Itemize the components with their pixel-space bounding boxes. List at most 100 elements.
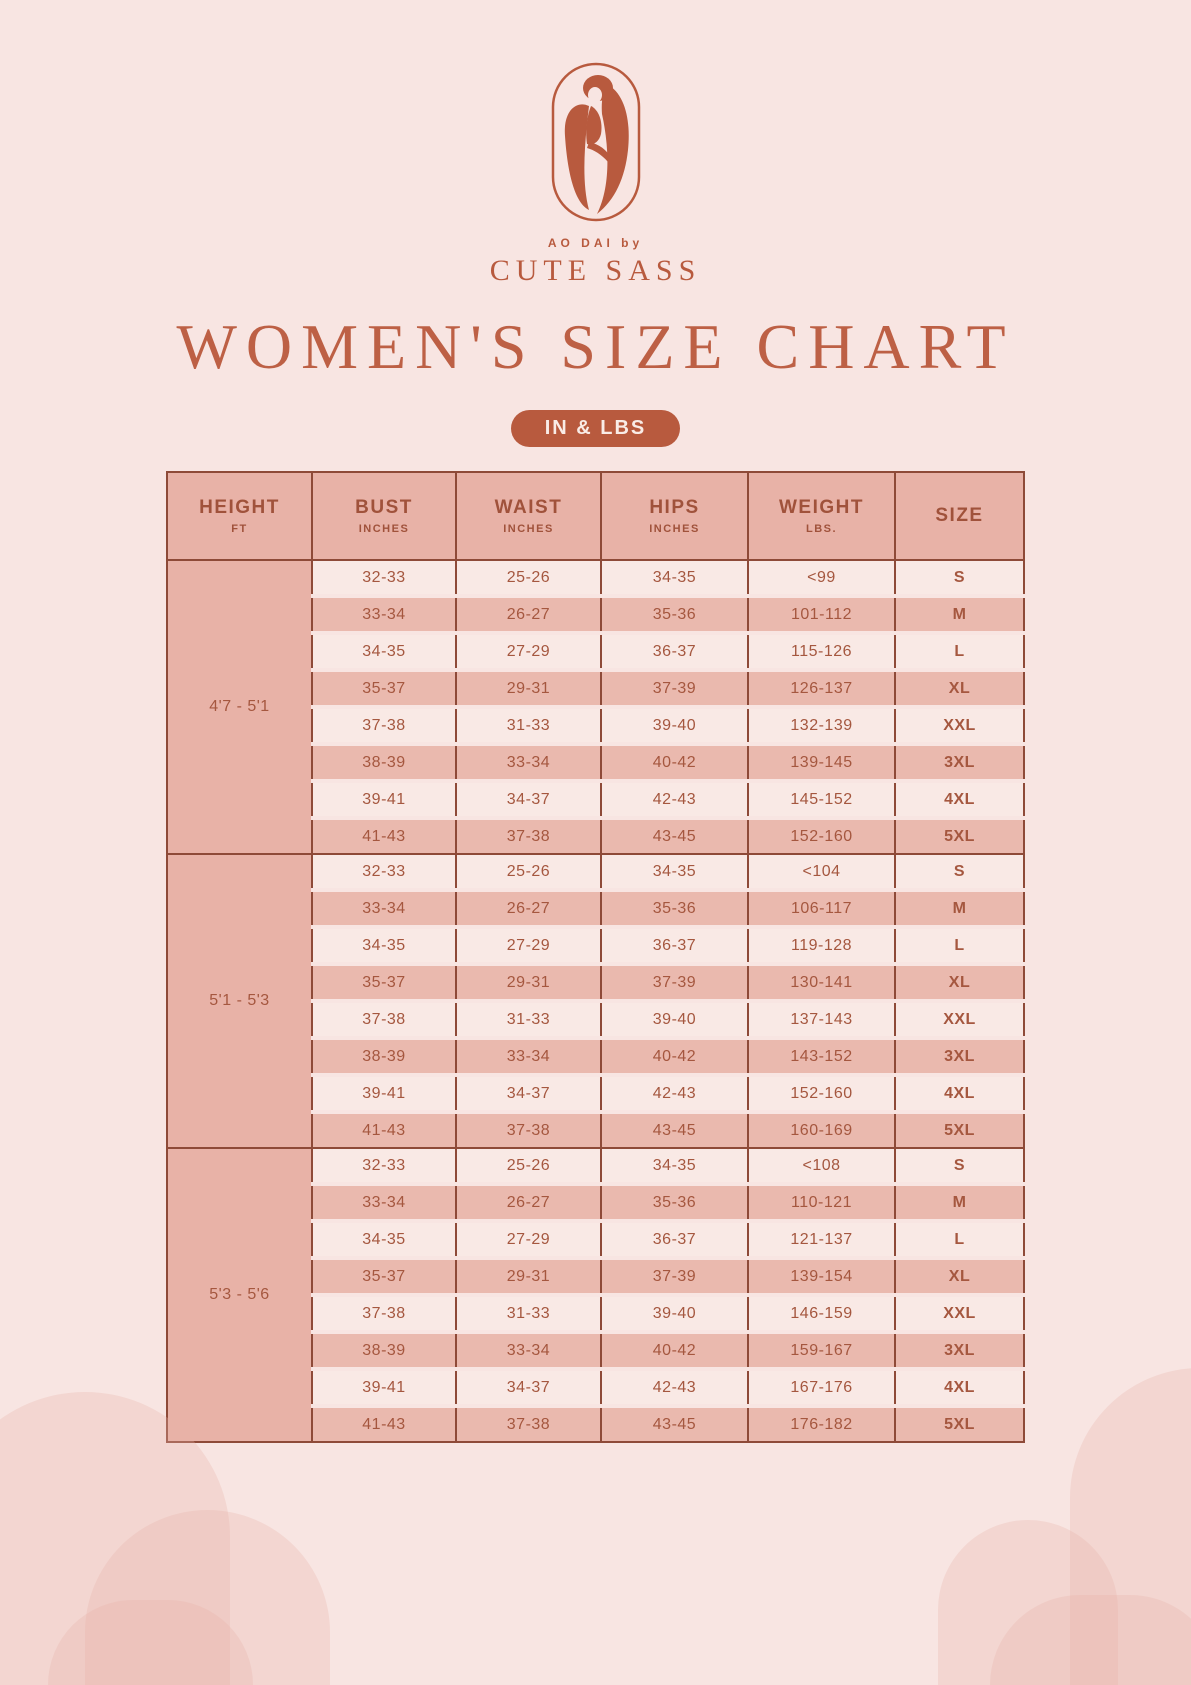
- size-cell: XL: [894, 1256, 1025, 1295]
- waist-cell: 37-38: [455, 816, 602, 854]
- size-cell: XL: [894, 962, 1025, 1001]
- table-row: 4'7 - 5'1 32-33 25-26 34-35 <99 S: [166, 559, 1025, 855]
- bust-cell: 41-43: [311, 1404, 457, 1443]
- waist-cell: 29-31: [455, 962, 602, 1001]
- bust-cell: 39-41: [311, 1073, 457, 1112]
- table-row: 39-41 34-37 42-43 152-160 4XL: [167, 1073, 1025, 1112]
- bust-cell: 37-38: [311, 999, 457, 1038]
- hips-cell: 34-35: [600, 1147, 749, 1184]
- column-label: SIZE: [935, 505, 984, 526]
- waist-cell: 31-33: [455, 705, 602, 744]
- table-row: 34-35 27-29 36-37 119-128 L: [167, 925, 1025, 964]
- bust-cell: 38-39: [311, 1036, 457, 1075]
- weight-cell: <108: [747, 1147, 896, 1184]
- waist-cell: 26-27: [455, 594, 602, 633]
- hips-cell: 35-36: [600, 1182, 749, 1221]
- weight-cell: 146-159: [747, 1293, 896, 1332]
- size-cell: M: [894, 888, 1025, 927]
- table-row: 35-37 29-31 37-39 130-141 XL: [167, 962, 1025, 1001]
- table-row: 41-43 37-38 43-45 152-160 5XL: [167, 816, 1025, 854]
- size-cell: 3XL: [894, 742, 1025, 781]
- brand-logo: AO DAI by CUTE SASS: [0, 0, 1191, 288]
- weight-cell: 132-139: [747, 705, 896, 744]
- weight-cell: 167-176: [747, 1367, 896, 1406]
- waist-cell: 37-38: [455, 1110, 602, 1148]
- table-row: 39-41 34-37 42-43 145-152 4XL: [167, 779, 1025, 818]
- bust-cell: 32-33: [311, 1147, 457, 1184]
- weight-cell: 115-126: [747, 631, 896, 670]
- woman-in-ao-dai-icon: [551, 62, 640, 222]
- size-cell: XXL: [894, 999, 1025, 1038]
- weight-cell: 101-112: [747, 594, 896, 633]
- table-row: 41-43 37-38 43-45 176-182 5XL: [167, 1404, 1025, 1443]
- table-row: 5'3 - 5'6 32-33 25-26 34-35 <108 S: [166, 1147, 1025, 1443]
- size-cell: 4XL: [894, 779, 1025, 818]
- hips-cell: 35-36: [600, 594, 749, 633]
- size-cell: XXL: [894, 1293, 1025, 1332]
- table-row: 41-43 37-38 43-45 160-169 5XL: [167, 1110, 1025, 1148]
- bust-cell: 33-34: [311, 594, 457, 633]
- column-label: WAIST: [494, 497, 563, 518]
- bust-cell: 41-43: [311, 1110, 457, 1148]
- table-row: 33-34 26-27 35-36 106-117 M: [167, 888, 1025, 927]
- table-row: 34-35 27-29 36-37 115-126 L: [167, 631, 1025, 670]
- size-cell: M: [894, 594, 1025, 633]
- size-cell: S: [894, 559, 1025, 596]
- column-header-weight: WEIGHT LBS.: [747, 471, 896, 561]
- column-label: WEIGHT: [779, 497, 864, 518]
- height-range-cell: 5'3 - 5'6: [166, 1147, 313, 1443]
- size-cell: 3XL: [894, 1330, 1025, 1369]
- bust-cell: 34-35: [311, 925, 457, 964]
- weight-cell: 152-160: [747, 816, 896, 854]
- size-cell: L: [894, 925, 1025, 964]
- column-sublabel: INCHES: [503, 523, 554, 535]
- page-title: WOMEN'S SIZE CHART: [176, 311, 1015, 382]
- weight-cell: 160-169: [747, 1110, 896, 1148]
- weight-cell: 139-154: [747, 1256, 896, 1295]
- table-row: 33-34 26-27 35-36 110-121 M: [167, 1182, 1025, 1221]
- table-row: 39-41 34-37 42-43 167-176 4XL: [167, 1367, 1025, 1406]
- hips-cell: 42-43: [600, 1073, 749, 1112]
- hips-cell: 37-39: [600, 668, 749, 707]
- column-header-size: SIZE: [894, 471, 1025, 561]
- table-row: 38-39 33-34 40-42 159-167 3XL: [167, 1330, 1025, 1369]
- table-row: 37-38 31-33 39-40 146-159 XXL: [167, 1293, 1025, 1332]
- weight-cell: 145-152: [747, 779, 896, 818]
- bust-cell: 33-34: [311, 1182, 457, 1221]
- waist-cell: 29-31: [455, 1256, 602, 1295]
- weight-cell: 176-182: [747, 1404, 896, 1443]
- weight-cell: 139-145: [747, 742, 896, 781]
- waist-cell: 29-31: [455, 668, 602, 707]
- hips-cell: 36-37: [600, 1219, 749, 1258]
- size-cell: S: [894, 1147, 1025, 1184]
- hips-cell: 40-42: [600, 742, 749, 781]
- size-cell: 5XL: [894, 1404, 1025, 1443]
- hips-cell: 39-40: [600, 705, 749, 744]
- table-row: 35-37 29-31 37-39 126-137 XL: [167, 668, 1025, 707]
- waist-cell: 25-26: [455, 559, 602, 596]
- hips-cell: 39-40: [600, 1293, 749, 1332]
- bust-cell: 34-35: [311, 631, 457, 670]
- bust-cell: 35-37: [311, 668, 457, 707]
- waist-cell: 27-29: [455, 631, 602, 670]
- bust-cell: 32-33: [311, 853, 457, 890]
- waist-cell: 25-26: [455, 1147, 602, 1184]
- size-cell: L: [894, 1219, 1025, 1258]
- column-header-hips: HIPS INCHES: [600, 471, 749, 561]
- size-cell: 5XL: [894, 816, 1025, 854]
- column-header-bust: BUST INCHES: [311, 471, 457, 561]
- column-header-waist: WAIST INCHES: [455, 471, 602, 561]
- size-cell: 3XL: [894, 1036, 1025, 1075]
- waist-cell: 37-38: [455, 1404, 602, 1443]
- weight-cell: 119-128: [747, 925, 896, 964]
- header-row: HEIGHT FT BUST INCHES WAIST INCHES HIPS INCHES W…: [166, 471, 1025, 561]
- waist-cell: 25-26: [455, 853, 602, 890]
- column-label: HEIGHT: [199, 497, 280, 518]
- waist-cell: 34-37: [455, 779, 602, 818]
- table-row: 35-37 29-31 37-39 139-154 XL: [167, 1256, 1025, 1295]
- table-body: 4'7 - 5'1 32-33 25-26 34-35 <99 S 33-34 26-27 35…: [166, 559, 1025, 1443]
- size-cell: XL: [894, 668, 1025, 707]
- hips-cell: 35-36: [600, 888, 749, 927]
- hips-cell: 40-42: [600, 1330, 749, 1369]
- bust-cell: 35-37: [311, 1256, 457, 1295]
